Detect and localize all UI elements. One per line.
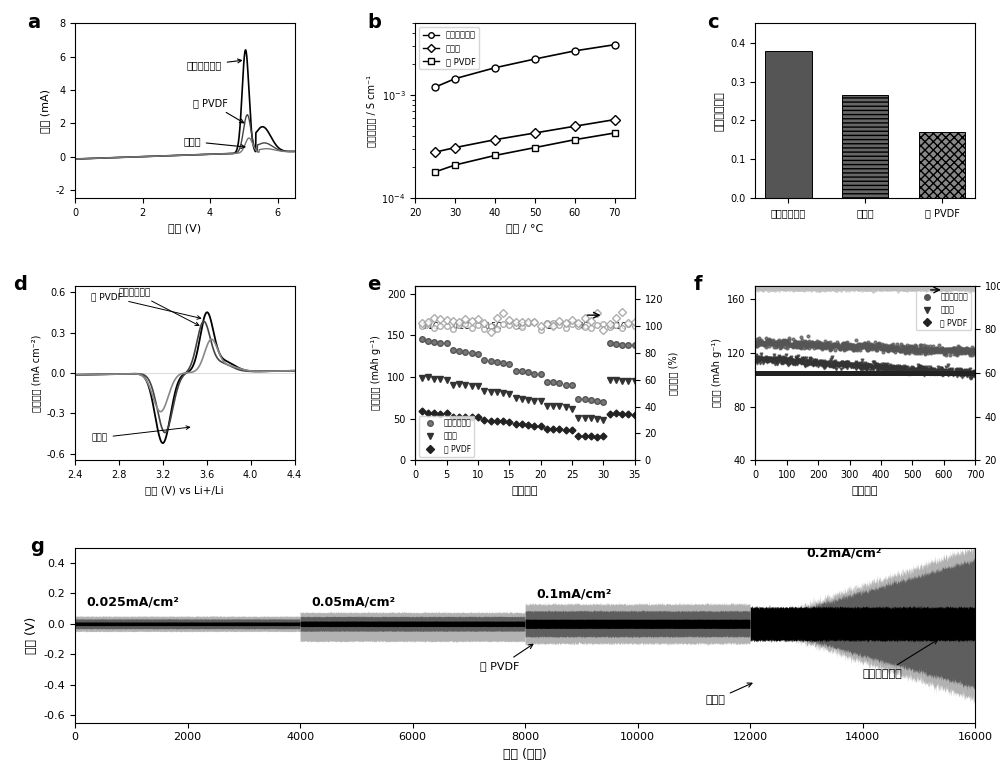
Text: 本实验添加剂: 本实验添加剂 bbox=[119, 288, 199, 326]
Y-axis label: 离子传导率 / S cm⁻¹: 离子传导率 / S cm⁻¹ bbox=[366, 75, 376, 147]
X-axis label: 电压 (V): 电压 (V) bbox=[168, 224, 201, 233]
Text: 蒙脱土: 蒙脱土 bbox=[183, 137, 245, 148]
Text: 0.1mA/cm²: 0.1mA/cm² bbox=[536, 588, 612, 601]
Y-axis label: 库伦效率 (%): 库伦效率 (%) bbox=[669, 351, 679, 395]
Text: 蒙脱土: 蒙脱土 bbox=[91, 426, 190, 442]
Y-axis label: 电压 (V): 电压 (V) bbox=[25, 617, 38, 653]
Text: c: c bbox=[707, 13, 719, 32]
Text: g: g bbox=[30, 538, 44, 556]
Text: 0.1C: 0.1C bbox=[610, 322, 627, 331]
X-axis label: 循环圈数: 循环圈数 bbox=[512, 486, 538, 496]
Text: 纯 PVDF: 纯 PVDF bbox=[193, 98, 244, 123]
Text: 本发明电解质: 本发明电解质 bbox=[863, 639, 938, 679]
Legend: 本发明添加剂, 蒙脱土, 纯 PVDF: 本发明添加剂, 蒙脱土, 纯 PVDF bbox=[419, 27, 479, 69]
Text: 蒙脱土: 蒙脱土 bbox=[705, 683, 752, 705]
X-axis label: 时间 (分钟): 时间 (分钟) bbox=[503, 748, 547, 761]
Bar bbox=[919, 132, 965, 198]
Text: d: d bbox=[14, 275, 27, 294]
Text: 本发明添加剂: 本发明添加剂 bbox=[186, 59, 242, 70]
Legend: 本实验添加剂, 蒙脱土, 纯 PVDF: 本实验添加剂, 蒙脱土, 纯 PVDF bbox=[419, 416, 474, 457]
X-axis label: 循环圈数: 循环圈数 bbox=[852, 486, 878, 496]
Text: 0.025mA/cm²: 0.025mA/cm² bbox=[86, 596, 179, 608]
Text: 0.1C: 0.1C bbox=[422, 322, 439, 331]
Text: b: b bbox=[367, 13, 381, 32]
Y-axis label: 电流密度 (mA cm⁻²): 电流密度 (mA cm⁻²) bbox=[31, 334, 41, 412]
X-axis label: 电压 (V) vs Li+/Li: 电压 (V) vs Li+/Li bbox=[145, 486, 224, 496]
Text: 1C: 1C bbox=[516, 322, 526, 331]
Text: 4C: 4C bbox=[578, 322, 588, 331]
Y-axis label: 锂离子迁移数: 锂离子迁移数 bbox=[715, 91, 725, 131]
Text: 0.05mA/cm²: 0.05mA/cm² bbox=[311, 596, 395, 608]
Legend: 本实验添加剂, 蒙脱土, 纯 PVDF: 本实验添加剂, 蒙脱土, 纯 PVDF bbox=[916, 289, 971, 330]
Text: 纯 PVDF: 纯 PVDF bbox=[91, 292, 201, 319]
Text: 0.2mA/cm²: 0.2mA/cm² bbox=[806, 547, 882, 560]
Y-axis label: 电容量 (mAh g⁻¹): 电容量 (mAh g⁻¹) bbox=[712, 339, 722, 407]
Bar bbox=[842, 96, 888, 198]
Text: 0.5C: 0.5C bbox=[484, 322, 502, 331]
Y-axis label: 放电容量 (mAh g⁻¹): 放电容量 (mAh g⁻¹) bbox=[371, 336, 381, 410]
Text: f: f bbox=[694, 275, 703, 294]
X-axis label: 温度 / °C: 温度 / °C bbox=[506, 224, 544, 233]
Text: 纯 PVDF: 纯 PVDF bbox=[480, 644, 533, 671]
Text: 2C: 2C bbox=[547, 322, 557, 331]
Text: a: a bbox=[27, 13, 40, 32]
Text: 0.2C: 0.2C bbox=[453, 322, 470, 331]
Bar bbox=[765, 51, 812, 198]
Text: e: e bbox=[367, 275, 380, 294]
Y-axis label: 电流 (mA): 电流 (mA) bbox=[40, 89, 50, 133]
